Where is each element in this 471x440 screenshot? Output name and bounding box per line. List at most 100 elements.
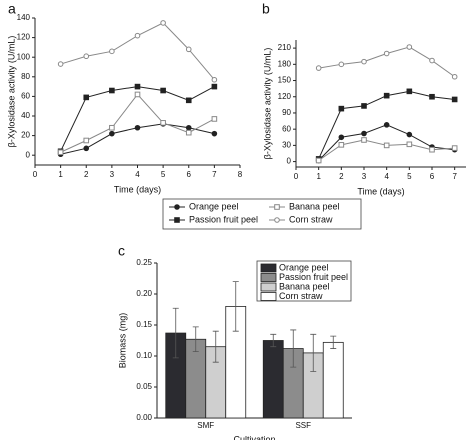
y-tick-label: 80 <box>21 72 30 81</box>
x-tick-label: 5 <box>161 170 166 179</box>
point <box>134 91 141 98</box>
point <box>361 103 367 109</box>
point <box>406 141 413 148</box>
point <box>429 57 435 64</box>
point <box>185 46 192 53</box>
point <box>83 137 90 144</box>
point <box>109 48 115 55</box>
point <box>185 129 192 136</box>
y-tick-label: 0.05 <box>136 382 152 391</box>
point <box>451 145 458 151</box>
point <box>211 116 218 122</box>
x-axis-label: Time (days) <box>114 184 161 194</box>
panel-label: b <box>262 1 270 17</box>
error-bar <box>192 326 199 353</box>
x-axis-label: Cultivation <box>233 434 275 440</box>
point <box>361 137 367 143</box>
y-tick-label: 0.10 <box>136 351 152 360</box>
y-tick-label: 180 <box>278 59 292 68</box>
point <box>361 58 367 65</box>
series-line <box>60 22 215 81</box>
legend-label: Orange peel <box>279 262 329 272</box>
y-tick-label: 150 <box>278 76 292 85</box>
point <box>451 96 458 103</box>
legend-label: Banana peel <box>279 281 330 291</box>
y-tick-label: 0.20 <box>136 289 152 298</box>
point <box>338 105 345 112</box>
y-tick-label: 40 <box>21 111 30 120</box>
y-tick-label: 60 <box>282 124 291 133</box>
x-axis-label: Time (days) <box>357 186 404 196</box>
point <box>109 87 115 94</box>
point <box>185 97 192 104</box>
point <box>383 122 390 128</box>
point <box>83 94 90 101</box>
y-tick-label: 140 <box>17 13 31 22</box>
y-axis-label: β-Xylosidase activity (U/mL) <box>6 36 16 148</box>
point <box>406 131 413 138</box>
point <box>338 61 345 68</box>
x-tick-label: 2 <box>84 170 89 179</box>
panel-label: c <box>118 243 125 259</box>
point <box>429 146 435 153</box>
point <box>383 92 390 99</box>
y-tick-label: 100 <box>17 52 31 61</box>
legend-label: Orange peel <box>189 201 239 211</box>
legend-marker <box>174 204 180 210</box>
point <box>361 130 367 137</box>
x-tick-label: 6 <box>430 172 435 181</box>
x-tick-label: 3 <box>362 172 367 181</box>
y-tick-label: 0 <box>26 150 31 159</box>
legend-swatch <box>260 292 277 301</box>
point <box>451 73 458 80</box>
legend-marker <box>274 204 280 210</box>
point <box>429 93 435 100</box>
x-tick-label: 4 <box>384 172 389 181</box>
x-tick-label: 7 <box>452 172 457 181</box>
point <box>134 83 141 90</box>
legend-label: Corn straw <box>279 291 323 301</box>
point <box>185 124 192 131</box>
y-tick-label: 90 <box>282 108 291 117</box>
x-tick-label: 3 <box>110 170 115 179</box>
y-tick-label: 60 <box>21 92 30 101</box>
point <box>134 32 141 39</box>
point <box>160 120 166 126</box>
y-axis-label: β-Xylosidase activity (U/mL) <box>262 48 272 160</box>
point <box>211 83 218 90</box>
x-tick-label: SMF <box>197 421 214 430</box>
point <box>134 124 141 131</box>
legend-box <box>162 198 362 230</box>
point <box>211 130 218 137</box>
bar <box>262 340 284 419</box>
point <box>338 134 345 141</box>
legend-marker <box>174 217 180 223</box>
y-tick-label: 210 <box>278 43 292 52</box>
y-tick-label: 20 <box>21 131 30 140</box>
point <box>406 44 413 50</box>
panel-label: a <box>8 1 16 17</box>
point <box>338 142 345 148</box>
point <box>160 20 166 26</box>
point <box>57 61 64 67</box>
error-bar <box>290 329 297 368</box>
point <box>406 88 413 95</box>
error-bar <box>270 333 277 348</box>
y-tick-label: 30 <box>282 140 291 149</box>
y-tick-label: 120 <box>278 92 292 101</box>
legend-marker <box>274 217 280 223</box>
y-axis-label: Biomass (mg) <box>117 313 127 369</box>
legend-label: Passion fruit peel <box>279 272 348 282</box>
x-tick-label: 1 <box>58 170 63 179</box>
point <box>160 87 166 94</box>
legend-swatch <box>260 273 277 282</box>
error-bar <box>172 307 179 359</box>
x-tick-label: 1 <box>316 172 321 181</box>
point <box>211 76 218 83</box>
legend-label: Corn straw <box>289 214 333 224</box>
legend-label: Banana peel <box>289 201 340 211</box>
legend-swatch <box>260 263 277 273</box>
error-bar <box>330 335 337 349</box>
legend-swatch <box>260 282 277 292</box>
